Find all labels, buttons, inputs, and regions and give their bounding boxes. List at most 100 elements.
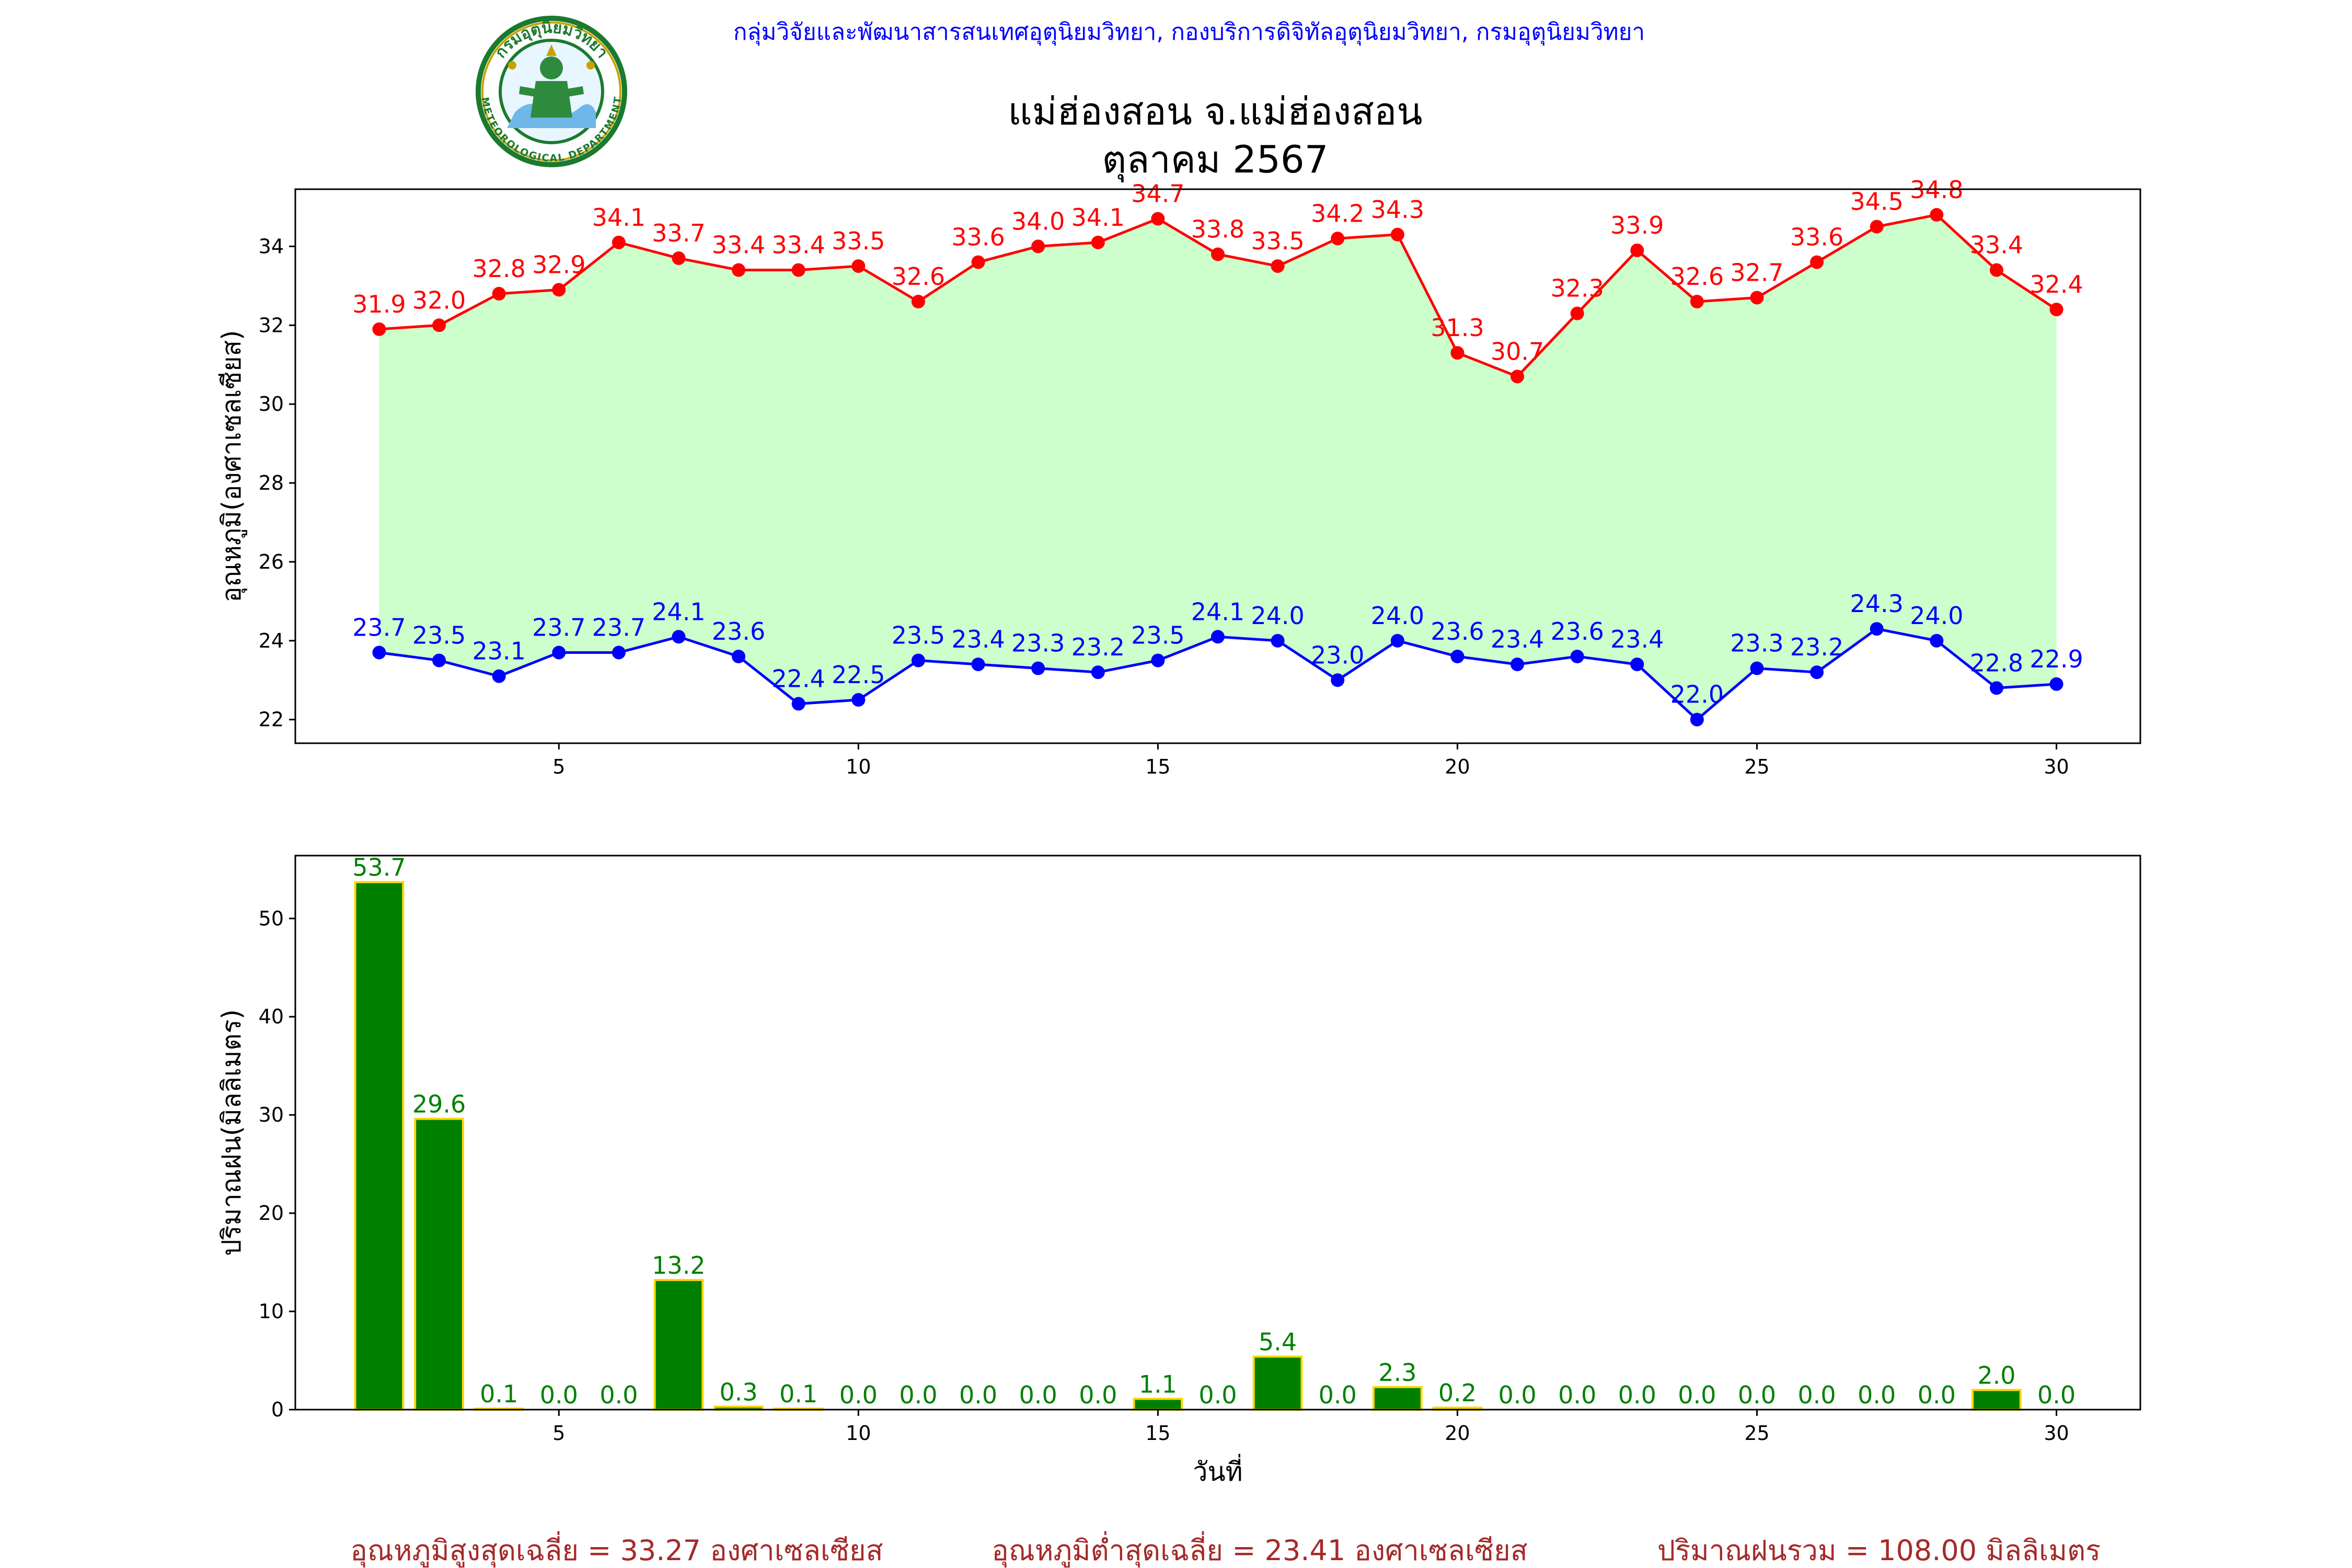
rainfall-value-label: 0.0: [1798, 1381, 1836, 1409]
rainfall-panel: 53.7 29.6 0.1 0.0 0.0 13.2 0.3 0.1 0.0 0.0 0.0 0.0 0…: [216, 854, 2141, 1487]
temperature-min-point: [1570, 650, 1584, 664]
temperature-max-point: [1450, 346, 1465, 360]
temperature-range-fill: [379, 215, 2057, 720]
temperature-min-value-label: 24.3: [1850, 590, 1904, 618]
temperature-max-point: [432, 318, 446, 332]
temperature-max-value-label: 33.4: [772, 231, 825, 259]
temperature-axis-ticks: 5 10 15 20 25 30 22 24 26 28 30 32 34: [259, 235, 2069, 778]
temperature-max-value-label: 30.7: [1491, 337, 1544, 365]
temperature-max-point: [1810, 255, 1824, 269]
temperature-max-value-label: 32.8: [472, 255, 525, 283]
temperature-max-value-label: 34.5: [1850, 188, 1904, 216]
rainfall-value-label: 2.3: [1378, 1358, 1416, 1387]
temperature-min-value-label: 24.1: [1191, 597, 1244, 626]
rainfall-value-label: 0.0: [540, 1381, 578, 1409]
temperature-min-point: [1091, 665, 1105, 679]
temperature-max-value-label: 33.8: [1191, 215, 1244, 243]
rainfall-axis-ticks: 5 10 15 20 25 30 0 10 20 30 40 50: [259, 907, 2069, 1445]
rainfall-bars: 53.7 29.6 0.1 0.0 0.0 13.2 0.3 0.1 0.0 0.0 0.0 0.0 0…: [352, 854, 2076, 1411]
rainfall-y-tick-label: 20: [259, 1202, 284, 1225]
temperature-max-value-label: 32.6: [892, 262, 945, 291]
rainfall-value-label: 5.4: [1259, 1328, 1297, 1356]
rainfall-y-tick-label: 50: [259, 907, 284, 930]
temperature-min-value-label: 23.3: [1730, 629, 1783, 658]
temperature-min-value-label: 23.4: [951, 625, 1005, 653]
temperature-min-value-label: 23.5: [1131, 621, 1184, 650]
rainfall-value-label: 0.3: [720, 1378, 758, 1406]
temperature-max-point: [1989, 263, 2003, 277]
rainfall-value-label: 53.7: [352, 854, 406, 882]
rainfall-value-label: 0.0: [1618, 1381, 1656, 1409]
rainfall-value-label: 0.0: [1498, 1381, 1536, 1409]
temperature-min-point: [1151, 653, 1165, 667]
rainfall-value-label: 1.1: [1139, 1370, 1177, 1398]
rainfall-value-label: 0.0: [1198, 1381, 1237, 1409]
temperature-min-point: [2049, 677, 2063, 691]
rainfall-y-tick-label: 30: [259, 1103, 284, 1126]
temperature-range-area: [379, 215, 2057, 720]
rainfall-value-label: 0.0: [1558, 1381, 1596, 1409]
rainfall-bar: [1372, 1386, 1423, 1411]
rainfall-x-axis-label: วันที่: [1193, 1454, 1242, 1487]
temperature-min-value-label: 22.9: [2030, 645, 2083, 673]
temperature-min-value-label: 23.0: [1311, 641, 1364, 669]
temperature-max-point: [2049, 303, 2063, 317]
temperature-min-value-label: 23.6: [1550, 617, 1604, 645]
rainfall-x-tick-label: 30: [2044, 1422, 2069, 1445]
temperature-max-value-label: 34.1: [592, 203, 645, 232]
rainfall-bar: [1971, 1389, 2022, 1411]
rainfall-bar: [653, 1278, 704, 1411]
rainfall-x-tick-label: 5: [552, 1422, 565, 1445]
temperature-min-value-label: 23.7: [592, 613, 645, 641]
temperature-min-point: [1390, 633, 1404, 648]
temperature-max-value-label: 32.6: [1670, 262, 1724, 291]
rainfall-y-tick-label: 10: [259, 1300, 284, 1323]
temperature-max-point: [911, 295, 925, 309]
temperature-max-point: [1630, 243, 1644, 257]
rainfall-y-tick-label: 0: [271, 1398, 284, 1421]
rainfall-x-tick-label: 25: [1744, 1422, 1769, 1445]
temperature-y-tick-label: 22: [259, 708, 284, 731]
temperature-max-value-label: 34.1: [1071, 203, 1125, 232]
rainfall-value-label: 0.1: [779, 1380, 817, 1408]
temperature-min-value-label: 22.4: [772, 665, 825, 693]
temperature-min-point: [1690, 712, 1704, 727]
temperature-min-value-label: 23.6: [1431, 617, 1484, 645]
temperature-min-point: [672, 630, 686, 644]
rainfall-value-label: 0.0: [959, 1381, 997, 1409]
temperature-min-point: [372, 645, 386, 660]
temperature-y-tick-label: 28: [259, 471, 284, 494]
temperature-max-value-label: 31.9: [352, 290, 406, 318]
temperature-min-value-label: 23.4: [1610, 625, 1664, 653]
temperature-max-point: [732, 263, 746, 277]
rainfall-value-label: 0.0: [1319, 1381, 1357, 1409]
temperature-min-value-label: 24.1: [652, 597, 705, 626]
temperature-min-value-label: 24.0: [1910, 602, 1963, 630]
rainfall-value-label: 0.1: [480, 1380, 518, 1408]
temperature-min-point: [1630, 658, 1644, 672]
temperature-max-point: [1031, 239, 1045, 253]
temperature-y-tick-label: 34: [259, 235, 284, 258]
temperature-max-point: [672, 251, 686, 266]
temperature-min-value-label: 23.7: [352, 613, 406, 641]
rainfall-value-label: 0.0: [1858, 1381, 1896, 1409]
temperature-max-point: [1331, 232, 1345, 246]
temperature-y-tick-label: 30: [259, 393, 284, 416]
temperature-min-value-label: 23.5: [892, 621, 945, 650]
temperature-max-point: [552, 283, 566, 297]
temperature-min-value-label: 22.0: [1670, 681, 1724, 709]
temperature-max-value-label: 33.4: [712, 231, 765, 259]
temperature-max-value-label: 33.4: [1970, 231, 2023, 259]
temperature-max-point: [372, 322, 386, 336]
temperature-max-value-label: 32.3: [1550, 274, 1604, 303]
temperature-max-point: [971, 255, 985, 269]
rainfall-x-tick-label: 15: [1145, 1422, 1170, 1445]
temperature-min-point: [552, 645, 566, 660]
temperature-max-value-label: 33.7: [652, 219, 705, 247]
temperature-max-series: 31.9 32.032.8 32.934.133.7 33.4 33.4 33.532.6…: [352, 176, 2083, 384]
temperature-min-value-label: 23.2: [1790, 633, 1843, 661]
rainfall-bar: [354, 881, 405, 1411]
temperature-min-point: [1511, 658, 1525, 672]
temperature-x-tick-label: 15: [1145, 755, 1170, 778]
